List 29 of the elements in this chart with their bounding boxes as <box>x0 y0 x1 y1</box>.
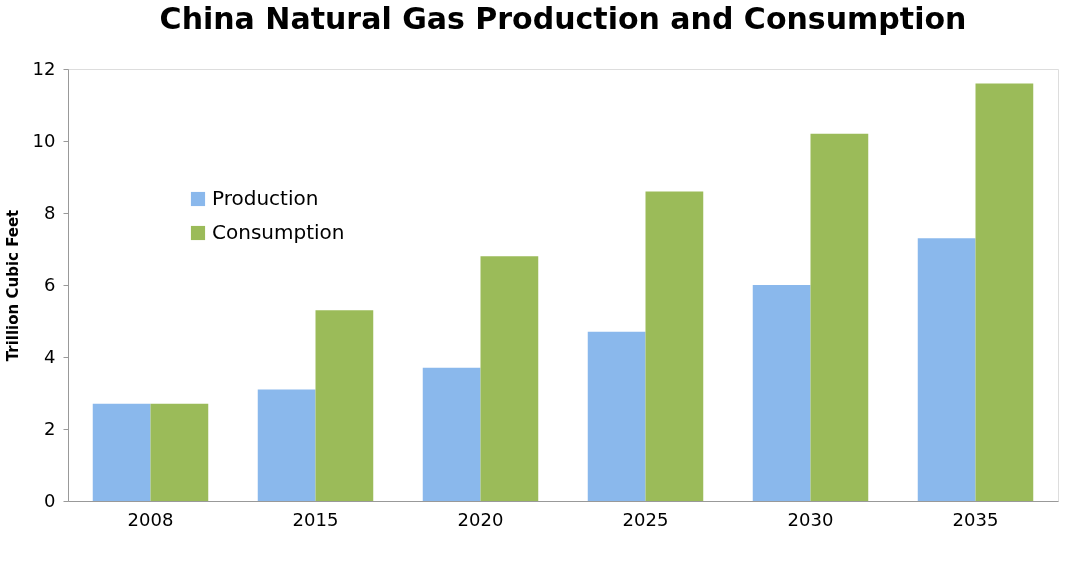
y-axis-title: Trillion Cubic Feet <box>3 209 22 362</box>
legend-label: Consumption <box>212 220 345 244</box>
x-tick-label: 2015 <box>292 508 339 530</box>
x-tick-label: 2020 <box>457 508 504 530</box>
bar <box>92 403 151 501</box>
x-tick-label: 2035 <box>952 508 999 530</box>
bar <box>150 403 209 501</box>
bar <box>587 331 646 501</box>
bar <box>315 310 374 501</box>
y-tick-label: 0 <box>44 489 56 511</box>
bar <box>645 191 704 501</box>
bar <box>810 133 869 501</box>
bar <box>257 389 316 501</box>
y-tick-label: 4 <box>44 345 56 367</box>
y-tick-label: 2 <box>44 417 56 439</box>
x-tick-label: 2008 <box>127 508 174 530</box>
bar <box>752 285 811 501</box>
legend-label: Production <box>212 186 319 210</box>
x-tick-label: 2025 <box>622 508 669 530</box>
bar <box>480 256 539 501</box>
x-tick-label: 2030 <box>787 508 834 530</box>
bar <box>917 238 976 501</box>
y-tick-label: 6 <box>44 273 56 295</box>
bar <box>975 83 1034 501</box>
y-tick-label: 10 <box>32 129 56 151</box>
chart-title: China Natural Gas Production and Consumption <box>159 1 967 36</box>
y-tick-label: 8 <box>44 201 56 223</box>
bar <box>422 367 481 501</box>
y-tick-label: 12 <box>32 57 56 79</box>
